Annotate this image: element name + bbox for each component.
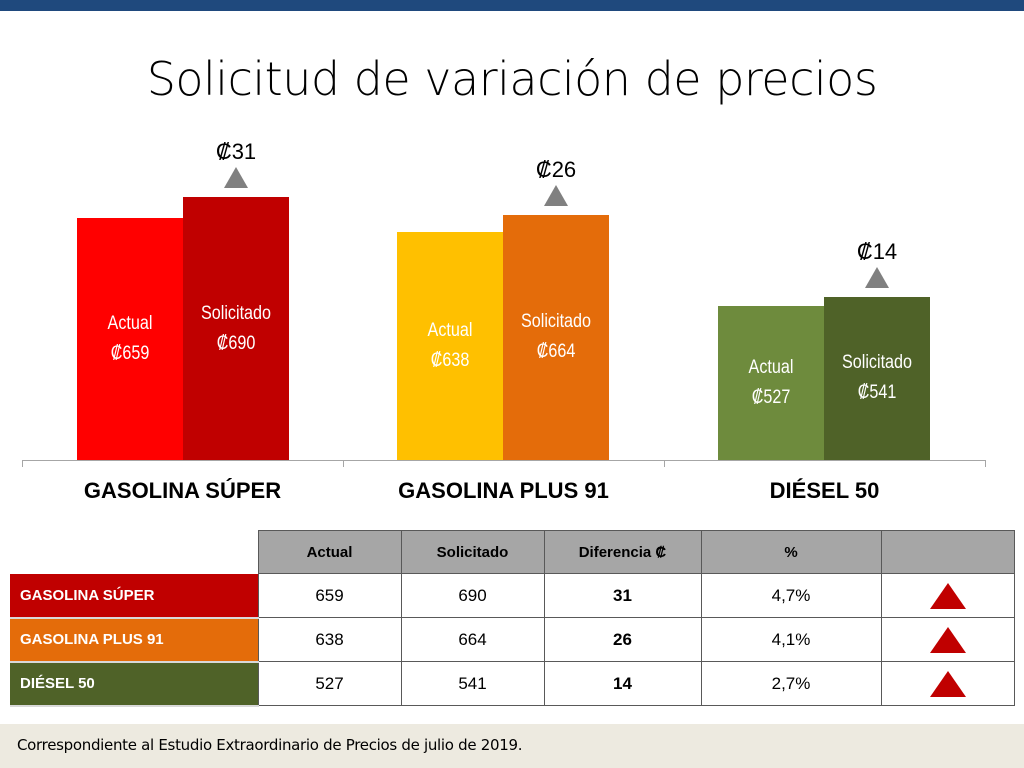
cell-solicitado: 690 bbox=[400, 573, 545, 618]
bar-value-label: ₡659 bbox=[110, 342, 150, 364]
difference-label: ₡26 bbox=[535, 156, 577, 182]
cell-percent: 4,1% bbox=[700, 617, 882, 662]
bar-label: Actual ₡659 bbox=[85, 218, 175, 460]
cell-diferencia: 31 bbox=[543, 573, 702, 618]
table-row: DIÉSEL 50 527 541 14 2,7% bbox=[10, 661, 1015, 707]
header-blank bbox=[10, 530, 258, 574]
bar-solicitado: Solicitado ₡664 bbox=[503, 214, 609, 460]
row-label: DIÉSEL 50 bbox=[10, 661, 258, 707]
bar-actual: Actual ₡659 bbox=[77, 217, 183, 460]
footer-band: Correspondiente al Estudio Extraordinari… bbox=[0, 724, 1024, 768]
up-triangle-icon bbox=[929, 670, 966, 697]
increase-triangle-icon bbox=[224, 167, 248, 189]
bar-series-label: Actual bbox=[427, 319, 473, 341]
table-row: GASOLINA SÚPER 659 690 31 4,7% bbox=[10, 573, 1015, 619]
bar-label: Solicitado ₡664 bbox=[511, 215, 601, 460]
header-solicitado: Solicitado bbox=[400, 530, 545, 574]
cell-trend bbox=[880, 661, 1015, 706]
bar-solicitado: Solicitado ₡690 bbox=[183, 197, 289, 460]
bar-solicitado: Solicitado ₡541 bbox=[824, 296, 930, 460]
cell-actual: 659 bbox=[257, 573, 402, 618]
axis-tick bbox=[22, 460, 23, 467]
cell-actual: 638 bbox=[257, 617, 402, 662]
bar-label: Actual ₡638 bbox=[405, 232, 495, 460]
top-banner bbox=[0, 0, 1024, 11]
cell-percent: 4,7% bbox=[700, 573, 882, 618]
cell-solicitado: 664 bbox=[400, 617, 545, 662]
cell-diferencia: 14 bbox=[543, 661, 702, 706]
bar-actual: Actual ₡638 bbox=[397, 231, 503, 460]
difference-label: ₡14 bbox=[856, 238, 898, 264]
bar-label: Solicitado ₡690 bbox=[191, 197, 281, 460]
difference-label: ₡31 bbox=[215, 139, 257, 165]
bar-series-label: Solicitado bbox=[520, 311, 592, 333]
table-row: GASOLINA PLUS 91 638 664 26 4,1% bbox=[10, 617, 1015, 663]
axis-tick bbox=[343, 460, 344, 467]
bar-value-label: ₡690 bbox=[216, 332, 256, 354]
bar-series-label: Actual bbox=[107, 312, 153, 334]
up-triangle-icon bbox=[929, 626, 966, 653]
bar-value-label: ₡541 bbox=[857, 382, 897, 404]
cell-actual: 527 bbox=[257, 661, 402, 706]
axis-tick bbox=[664, 460, 665, 467]
header-percent: % bbox=[700, 530, 882, 574]
header-actual: Actual bbox=[257, 530, 402, 574]
price-table: Actual Solicitado Diferencia ₡ % GASOLIN… bbox=[10, 530, 1015, 707]
footnote: Correspondiente al Estudio Extraordinari… bbox=[17, 736, 523, 754]
bar-value-label: ₡527 bbox=[751, 386, 791, 408]
bar-series-label: Actual bbox=[748, 356, 794, 378]
category-label: GASOLINA SÚPER bbox=[83, 478, 282, 503]
bar-series-label: Solicitado bbox=[200, 302, 272, 324]
bar-label: Solicitado ₡541 bbox=[832, 297, 922, 460]
cell-diferencia: 26 bbox=[543, 617, 702, 662]
x-axis-line bbox=[22, 460, 985, 461]
category-label: GASOLINA PLUS 91 bbox=[398, 478, 609, 503]
category-label: DIÉSEL 50 bbox=[769, 478, 880, 503]
bar-value-label: ₡638 bbox=[430, 349, 470, 371]
cell-solicitado: 541 bbox=[400, 661, 545, 706]
cell-trend bbox=[880, 617, 1015, 662]
table-header-row: Actual Solicitado Diferencia ₡ % bbox=[10, 530, 1015, 574]
up-triangle-icon bbox=[929, 582, 966, 609]
row-label: GASOLINA PLUS 91 bbox=[10, 617, 258, 663]
increase-triangle-icon bbox=[544, 184, 568, 206]
header-trend bbox=[880, 530, 1015, 574]
header-diferencia: Diferencia ₡ bbox=[543, 530, 702, 574]
cell-percent: 2,7% bbox=[700, 661, 882, 706]
bar-actual: Actual ₡527 bbox=[718, 305, 824, 460]
increase-triangle-icon bbox=[865, 266, 889, 288]
slide-title: Solicitud de variación de precios bbox=[146, 52, 878, 106]
axis-tick bbox=[985, 460, 986, 467]
bar-label: Actual ₡527 bbox=[726, 306, 816, 460]
cell-trend bbox=[880, 573, 1015, 618]
bar-value-label: ₡664 bbox=[536, 341, 576, 363]
row-label: GASOLINA SÚPER bbox=[10, 573, 258, 619]
bar-series-label: Solicitado bbox=[841, 352, 913, 374]
bar-chart: Actual ₡659 Solicitado ₡690 ₡31 GASOLINA SÚPE… bbox=[22, 139, 986, 503]
